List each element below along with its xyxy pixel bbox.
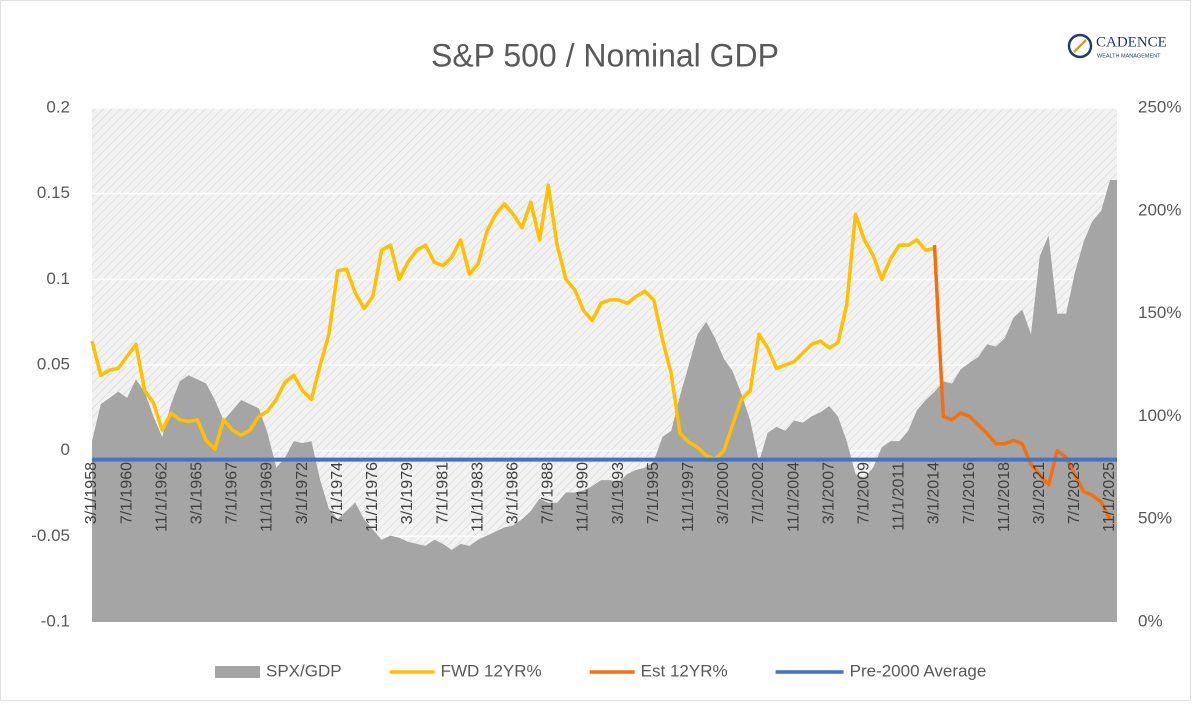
y2-tick-label: 50% xyxy=(1138,509,1172,528)
legend-label: SPX/GDP xyxy=(266,661,342,680)
x-tick-label: 11/1/1976 xyxy=(364,462,381,532)
x-tick-label: 7/1/1960 xyxy=(118,462,135,524)
x-tick-label: 3/1/1986 xyxy=(504,462,521,524)
x-tick-label: 11/1/1962 xyxy=(153,462,170,532)
legend-swatch xyxy=(215,666,260,678)
x-tick-label: 11/1/1969 xyxy=(259,462,276,532)
y2-tick-label: 200% xyxy=(1138,200,1181,219)
x-tick-label: 7/1/2002 xyxy=(750,462,767,524)
x-tick-label: 11/1/1997 xyxy=(680,462,697,532)
x-tick-label: 3/1/2000 xyxy=(715,462,732,524)
x-tick-label: 7/1/1995 xyxy=(645,462,662,524)
x-tick-label: 11/1/1983 xyxy=(469,462,486,532)
x-tick-label: 7/1/1981 xyxy=(434,462,451,524)
x-tick-label: 3/1/1965 xyxy=(189,462,206,524)
line xyxy=(90,183,935,461)
x-tick-label: 3/1/1979 xyxy=(399,462,416,524)
legend-label: FWD 12YR% xyxy=(441,661,542,680)
x-tick-label: 7/1/2023 xyxy=(1066,462,1083,524)
x-tick-label: 7/1/1974 xyxy=(329,462,346,524)
legend-label: Pre-2000 Average xyxy=(850,661,987,680)
y-tick-label: -0.1 xyxy=(41,611,70,630)
y-tick-label: 0.15 xyxy=(37,183,70,202)
x-tick-label: 3/1/2014 xyxy=(926,462,943,524)
x-tick-label: 11/1/2018 xyxy=(996,462,1013,532)
line xyxy=(932,245,1112,521)
x-tick-label: 7/1/2009 xyxy=(855,462,872,524)
y-tick-label: 0.05 xyxy=(37,354,70,373)
y2-tick-label: 150% xyxy=(1138,303,1181,322)
x-tick-label: 3/1/2021 xyxy=(1031,462,1048,524)
x-tick-label: 7/1/2016 xyxy=(961,462,978,524)
chart-title: S&P 500 / Nominal GDP xyxy=(431,37,779,73)
y-tick-label: 0.2 xyxy=(46,97,70,116)
x-tick-label: 11/1/1990 xyxy=(575,462,592,532)
y2-tick-label: 100% xyxy=(1138,406,1181,425)
x-tick-label: 11/1/2004 xyxy=(785,462,802,532)
area xyxy=(92,180,1117,622)
legend-label: Est 12YR% xyxy=(641,661,728,680)
x-tick-label: 3/1/1972 xyxy=(294,462,311,524)
series-layer xyxy=(90,107,1117,623)
logo-icon xyxy=(1073,39,1087,53)
x-tick-label: 3/1/1958 xyxy=(83,462,100,524)
logo-subtext: WEALTH MANAGEMENT xyxy=(1097,53,1161,59)
logo-text: CADENCE xyxy=(1096,34,1167,50)
x-tick-label: 7/1/1988 xyxy=(540,462,557,524)
x-tick-label: 7/1/1967 xyxy=(224,462,241,524)
x-tick-label: 3/1/1993 xyxy=(610,462,627,524)
y-tick-label: 0 xyxy=(61,440,70,459)
y2-tick-label: 0% xyxy=(1138,611,1163,630)
y-tick-label: 0.1 xyxy=(46,269,70,288)
logo: CADENCE WEALTH MANAGEMENT xyxy=(1067,33,1167,59)
y-tick-label: -0.05 xyxy=(31,526,70,545)
x-tick-label: 11/1/2011 xyxy=(891,462,908,531)
logo-icon xyxy=(1067,33,1093,59)
x-tick-label: 3/1/2007 xyxy=(820,462,837,524)
x-tick-label: 11/1/2025 xyxy=(1101,462,1118,532)
y2-tick-label: 250% xyxy=(1138,97,1181,116)
